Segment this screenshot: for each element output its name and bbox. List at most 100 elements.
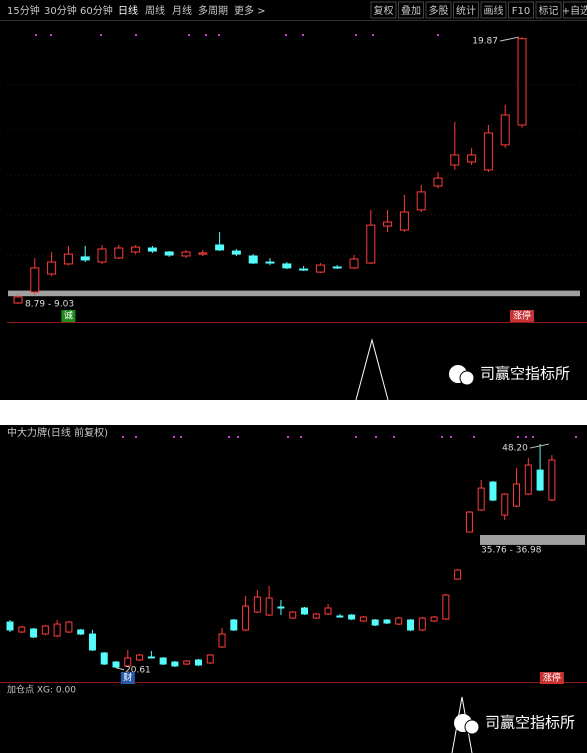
period-tab[interactable]: 日线 <box>118 4 138 17</box>
indicator-label: 加仓点 XG: 0.00 <box>7 684 76 696</box>
tool-button[interactable] <box>508 1 534 19</box>
candle-body <box>548 459 556 501</box>
candle-body <box>348 614 356 620</box>
candle-body <box>194 659 202 666</box>
candle-body <box>513 483 521 507</box>
marker-dot <box>372 34 374 36</box>
tool-label[interactable]: 叠加 <box>401 5 421 17</box>
marker-dot <box>135 34 137 36</box>
candle-body <box>450 154 460 166</box>
period-tab[interactable]: 月线 <box>172 4 192 17</box>
tool-button[interactable] <box>370 1 397 19</box>
marker-dot <box>375 436 377 438</box>
candle-body <box>371 619 379 626</box>
candle-body <box>30 267 40 293</box>
marker-dot <box>441 436 443 438</box>
candle-body <box>430 616 438 622</box>
candle-body <box>359 616 367 622</box>
period-tab[interactable]: 更多 > <box>234 4 266 17</box>
candle-body <box>289 611 297 619</box>
marker-dot <box>228 436 230 438</box>
candle-body <box>30 628 38 638</box>
candle-body <box>349 258 359 269</box>
marker-dot <box>575 436 577 438</box>
candle-body <box>366 224 376 264</box>
candle-body <box>299 268 309 271</box>
watermark: 司赢空指标所 <box>454 714 575 735</box>
candle-body <box>277 606 285 609</box>
candle-body <box>231 250 241 255</box>
marker-dot <box>50 34 52 36</box>
candle-body <box>467 154 477 163</box>
marker-dot <box>473 436 475 438</box>
candle-body <box>301 607 308 615</box>
candle-body <box>206 654 214 664</box>
indicator-spike <box>355 338 389 401</box>
tool-label[interactable]: 统计 <box>456 4 476 17</box>
period-tab[interactable]: 30分钟 <box>44 4 77 17</box>
candle-body <box>100 652 108 665</box>
panel-bottom <box>0 425 587 753</box>
marker-dot <box>180 436 182 438</box>
tool-label[interactable]: 画线 <box>484 4 504 17</box>
candle-body <box>407 619 415 631</box>
candle-body <box>63 253 73 265</box>
tool-label[interactable]: F10 <box>512 6 530 17</box>
candle-body <box>500 114 510 146</box>
candle-body <box>336 615 344 618</box>
candle-body <box>253 596 261 613</box>
marker-dot <box>287 436 289 438</box>
marker-dot <box>437 34 439 36</box>
watermark-text: 司赢空指标所 <box>480 365 570 383</box>
tool-button[interactable] <box>453 1 479 19</box>
low-pointer <box>115 667 125 671</box>
watermark: 司赢空指标所 <box>449 365 570 386</box>
period-tab[interactable]: 周线 <box>145 4 165 17</box>
tool-label[interactable]: 多股 <box>429 4 449 17</box>
marker-dot <box>100 34 102 36</box>
candle-body <box>136 654 144 661</box>
panel-top <box>0 0 587 400</box>
period-tab[interactable]: 60分钟 <box>80 4 113 17</box>
tool-label[interactable]: 标记 <box>539 5 559 17</box>
candle-body <box>477 487 485 511</box>
signal-tag <box>510 310 534 322</box>
tool-button[interactable] <box>535 1 562 19</box>
band-label: 35.76 - 36.98 <box>481 546 542 556</box>
candle-body <box>524 464 532 495</box>
candle-body <box>489 481 497 501</box>
tool-button[interactable] <box>398 1 424 19</box>
tool-label[interactable]: 复权 <box>374 4 394 17</box>
candle-body <box>265 597 273 616</box>
candle-body <box>131 246 141 253</box>
tool-label[interactable]: +自选 <box>562 4 587 17</box>
candle-body <box>181 251 191 257</box>
marker-dot <box>450 436 452 438</box>
marker-dot <box>285 34 287 36</box>
tool-button[interactable] <box>480 1 507 19</box>
tool-button[interactable] <box>563 1 587 19</box>
candle-body <box>324 607 332 615</box>
candle-body <box>248 255 258 264</box>
candle-body <box>80 256 90 261</box>
period-tab[interactable]: 多周期 <box>198 4 228 17</box>
candle-body <box>65 621 73 633</box>
candle-body <box>418 617 426 631</box>
candle-body <box>124 657 132 667</box>
candle-body <box>442 594 450 620</box>
marker-dot <box>122 436 124 438</box>
candle-body <box>315 264 325 273</box>
candle-body <box>242 605 250 631</box>
candle-body <box>383 619 391 624</box>
candle-body <box>312 613 320 619</box>
marker-dot <box>355 34 357 36</box>
candle-body <box>41 625 49 635</box>
chart-title: 中大力牌(日线 前复权) <box>7 426 108 439</box>
tool-button[interactable] <box>425 1 452 19</box>
candle-body <box>159 657 167 665</box>
period-tab[interactable]: 15分钟 <box>7 4 40 17</box>
candle-body <box>483 132 493 171</box>
marker-dot <box>218 34 220 36</box>
support-band <box>480 535 585 545</box>
